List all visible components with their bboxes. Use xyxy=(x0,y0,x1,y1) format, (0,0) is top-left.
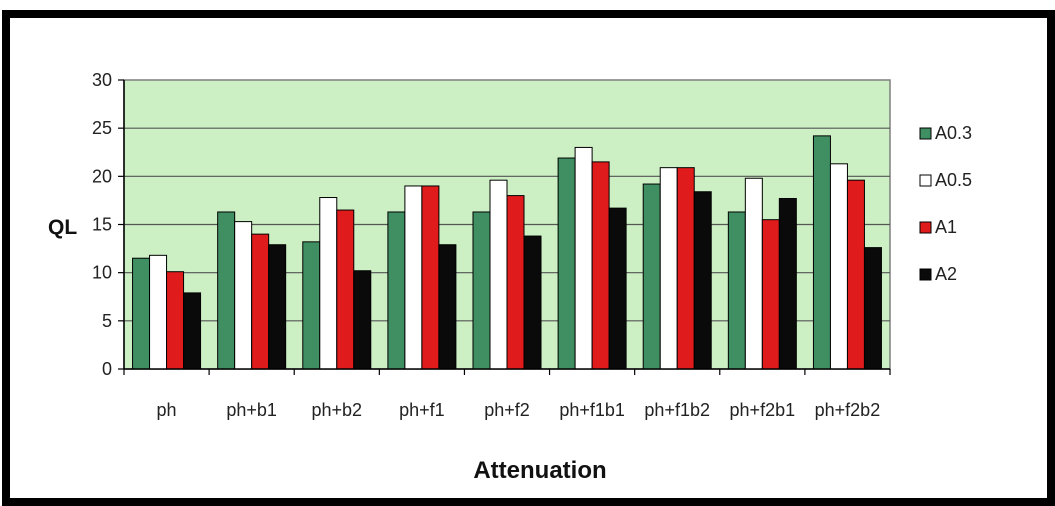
x-category-label: ph+b1 xyxy=(226,400,277,420)
bar-A0_5-ph+f1b2 xyxy=(659,167,678,370)
x-category-label: ph+f2b1 xyxy=(730,400,796,420)
bar-A0_5-ph+f2 xyxy=(489,179,508,370)
y-axis-ticks: 0 5 10 15 20 25 30 xyxy=(92,70,124,379)
bars xyxy=(132,135,882,370)
legend-label: A0.3 xyxy=(935,123,972,143)
bar-A0_3-ph+f2b1 xyxy=(727,211,746,370)
bar-A1-ph+f1b2 xyxy=(676,167,695,370)
bar-A2-ph+f1b2 xyxy=(693,191,712,370)
y-tick-label: 5 xyxy=(102,311,112,331)
y-tick-label: 10 xyxy=(92,263,112,283)
legend-swatch xyxy=(919,268,932,281)
bar-A0_5-ph+f1b1 xyxy=(574,146,593,370)
bar-A0_5-ph+b2 xyxy=(319,197,338,370)
bar-A1-ph+b1 xyxy=(251,233,270,370)
bar-A0_3-ph+b2 xyxy=(302,241,321,370)
bar-A2-ph+f2b2 xyxy=(863,247,882,370)
bar-A0_3-ph+f2 xyxy=(472,211,491,370)
x-category-label: ph+f2b2 xyxy=(815,400,881,420)
legend-label: A2 xyxy=(935,264,957,284)
legend-swatch xyxy=(919,127,932,140)
bar-A0_3-ph+f1b2 xyxy=(642,183,661,370)
legend-swatch xyxy=(919,221,932,234)
x-axis-title: Attenuation xyxy=(473,457,606,484)
bar-A1-ph+f2 xyxy=(506,195,525,370)
chart-border xyxy=(2,10,1055,506)
x-category-label: ph+f2 xyxy=(484,400,530,420)
bar-A2-ph+f2 xyxy=(523,235,542,370)
bar-A0_5-ph+b1 xyxy=(234,221,253,370)
bar-A0_5-ph+f1 xyxy=(404,185,423,370)
bar-A2-ph+f1b1 xyxy=(608,207,627,370)
y-tick-label: 15 xyxy=(92,215,112,235)
bar-A0_3-ph+f1 xyxy=(387,211,406,370)
bar-A1-ph+f1b1 xyxy=(591,161,610,370)
y-tick-label: 20 xyxy=(92,166,112,186)
bar-A0_3-ph+b1 xyxy=(217,211,236,370)
x-category-label: ph xyxy=(157,400,177,420)
y-tick-label: 25 xyxy=(92,118,112,138)
x-category-label: ph+f1b1 xyxy=(559,400,625,420)
y-tick-label: 30 xyxy=(92,70,112,90)
x-category-label: ph+f1b2 xyxy=(644,400,710,420)
y-axis-title: QL xyxy=(48,216,77,239)
bar-A1-ph+f2b2 xyxy=(846,179,865,370)
bar-A2-ph+f2b1 xyxy=(778,197,797,370)
y-tick-label: 0 xyxy=(102,359,112,379)
bar-A2-ph+b1 xyxy=(268,244,287,370)
x-category-label: ph+b2 xyxy=(311,400,362,420)
bar-A0_3-ph xyxy=(132,257,151,370)
bar-A2-ph+f1 xyxy=(438,244,457,370)
bar-A2-ph xyxy=(183,292,202,370)
legend-label: A0.5 xyxy=(935,170,972,190)
legend-label: A1 xyxy=(935,217,957,237)
bar-A0_3-ph+f1b1 xyxy=(557,157,576,370)
bar-A0_5-ph xyxy=(149,254,168,370)
bar-A0_5-ph+f2b2 xyxy=(829,163,848,370)
x-category-label: ph+f1 xyxy=(399,400,445,420)
x-axis-categories: ph ph+b1 ph+b2 ph+f1 ph+f2 ph+f1b1 ph+f1b2 ph+f… xyxy=(123,369,891,420)
bar-A0_5-ph+f2b1 xyxy=(744,177,763,370)
bar-A0_3-ph+f2b2 xyxy=(812,135,831,370)
legend-swatch xyxy=(919,174,932,187)
bar-A1-ph xyxy=(166,271,185,370)
bar-A1-ph+f2b1 xyxy=(761,219,780,370)
bar-A1-ph+f1 xyxy=(421,185,440,370)
bar-A1-ph+b2 xyxy=(336,209,355,370)
legend: A0.3 A0.5 A1 A2 xyxy=(919,123,972,284)
bar-A2-ph+b2 xyxy=(353,270,372,370)
